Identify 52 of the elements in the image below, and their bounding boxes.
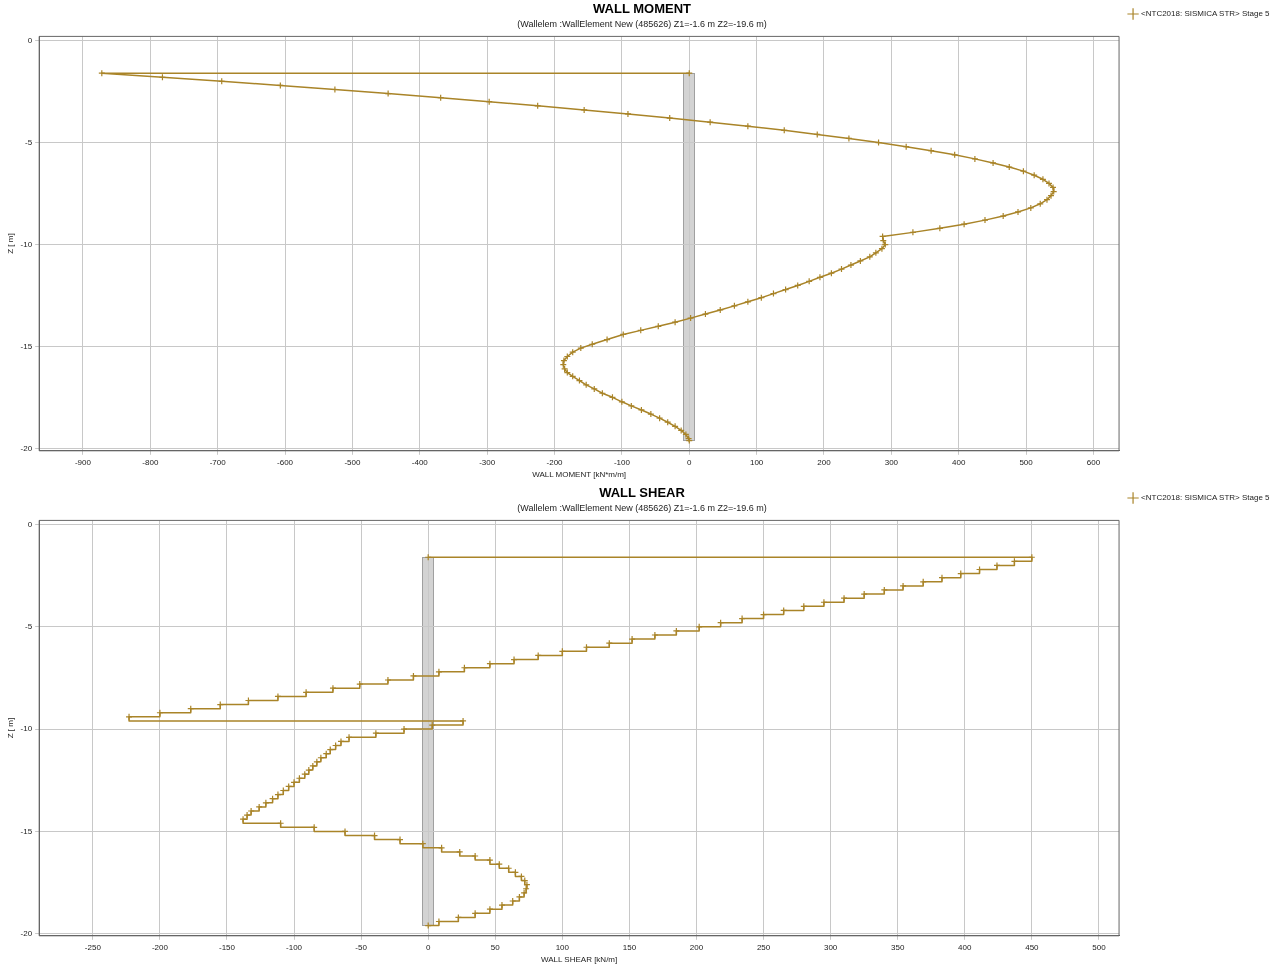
x-tick-label: 500: [1092, 942, 1107, 952]
x-tick-label: 600: [1086, 457, 1101, 467]
chart-title: WALL MOMENT: [593, 1, 692, 17]
y-tick-label: -20: [20, 928, 33, 938]
legend-label: <NTC2018: SISMICA STR> Stage 5: [1141, 493, 1271, 503]
x-tick-label: -300: [479, 457, 496, 467]
legend-label: <NTC2018: SISMICA STR> Stage 5: [1141, 9, 1271, 19]
x-tick-label: 400: [958, 942, 972, 952]
x-tick-label: 200: [689, 942, 704, 952]
chart-title: WALL SHEAR: [599, 485, 686, 501]
y-tick-label: 0: [27, 519, 33, 529]
x-tick-label: 250: [756, 942, 771, 952]
x-tick-label: -900: [74, 457, 92, 467]
x-tick-label: -100: [286, 942, 303, 952]
x-axis-title: WALL MOMENT [kN*m/m]: [532, 470, 627, 480]
x-tick-label: -500: [344, 457, 361, 467]
x-tick-label: -200: [151, 942, 169, 952]
x-tick-label: 0: [425, 942, 431, 952]
y-tick-label: -5: [25, 137, 33, 147]
x-tick-label: 400: [952, 457, 966, 467]
y-tick-label: -20: [20, 443, 33, 453]
x-tick-label: 300: [884, 457, 899, 467]
x-tick-label: -600: [277, 457, 294, 467]
y-tick-label: -5: [25, 622, 33, 632]
y-tick-label: -15: [20, 341, 33, 351]
x-tick-label: 0: [687, 457, 693, 467]
x-tick-label: 200: [817, 457, 832, 467]
x-tick-label: -700: [209, 457, 227, 467]
y-tick-label: -15: [20, 826, 33, 836]
y-tick-label: -10: [20, 724, 33, 734]
x-tick-label: 100: [749, 457, 764, 467]
x-tick-label: 50: [490, 942, 501, 952]
x-tick-label: -200: [546, 457, 564, 467]
y-axis-title: Z [ m]: [6, 717, 15, 739]
x-tick-label: -50: [355, 942, 368, 952]
x-tick-label: 500: [1019, 457, 1034, 467]
x-tick-label: 100: [555, 942, 570, 952]
x-tick-label: -800: [142, 457, 159, 467]
x-tick-label: -400: [411, 457, 429, 467]
y-tick-label: -10: [20, 239, 33, 249]
x-tick-label: 300: [823, 942, 838, 952]
x-tick-label: 150: [622, 942, 637, 952]
x-tick-label: -250: [84, 942, 102, 952]
chart-subtitle: (Wallelem :WallElement New (485626) Z1=-1.6 m Z2=-19.6 m): [517, 503, 767, 514]
x-tick-label: -150: [218, 942, 236, 952]
y-axis-title: Z [ m]: [6, 233, 15, 254]
y-tick-label: 0: [27, 35, 33, 45]
x-tick-label: 350: [891, 942, 905, 952]
x-tick-label: -100: [613, 457, 631, 467]
x-axis-title: WALL SHEAR [kN/m]: [540, 955, 618, 965]
x-tick-label: 450: [1025, 942, 1040, 952]
chart-subtitle: (Wallelem :WallElement New (485626) Z1=-1.6 m Z2=-19.6 m): [517, 19, 767, 30]
